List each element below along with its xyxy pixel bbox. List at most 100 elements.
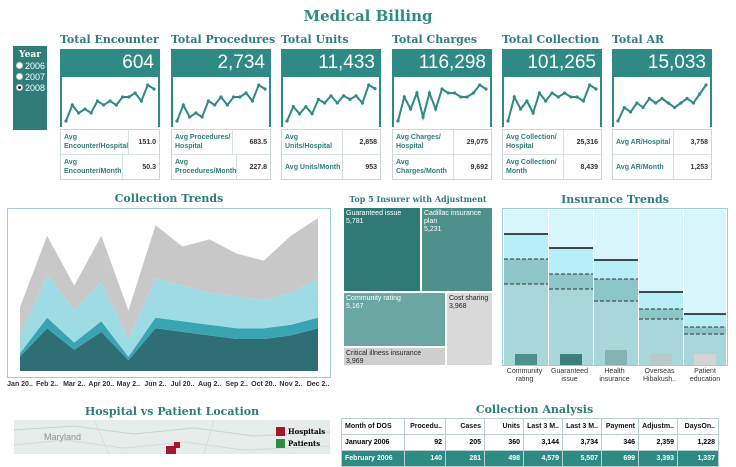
radio-icon[interactable] [16, 73, 23, 80]
treemap-cell-critical-illness[interactable]: Critical illness insurance 3,969 [343, 347, 446, 366]
column-header[interactable]: Cases [445, 418, 485, 435]
kpi-stat-value: 2,858 [342, 130, 380, 154]
kpi-stat-value: 3,758 [673, 130, 711, 154]
x-axis-tick-label: May 2.. [116, 381, 141, 388]
year-option-2008[interactable]: 2008 [16, 82, 47, 93]
ins-label-patient-education: Patient education [689, 368, 721, 383]
sparkline-point [139, 99, 143, 103]
area-series-3 [20, 218, 318, 339]
kpi-card[interactable]: 604 [60, 49, 160, 127]
table-cell: 3,393 [638, 450, 678, 467]
treemap-cell-guaranteed-issue[interactable]: Guaranteed issue 5,781 [343, 207, 421, 292]
sparkline-point [409, 107, 413, 111]
x-axis-tick-label: Jul 20.. [170, 381, 195, 388]
kpi-stat-value: 151.0 [128, 130, 159, 154]
radio-icon[interactable] [16, 62, 23, 69]
sparkline-point [704, 83, 708, 87]
sparkline-point [285, 119, 289, 123]
x-axis-tick-label: Dec 2.. [306, 381, 330, 388]
column-header[interactable]: DaysOn.. [677, 418, 719, 435]
sparkline-point [64, 119, 68, 123]
sparkline-point [506, 119, 510, 123]
column-header[interactable]: Units [484, 418, 524, 435]
x-axis-tick-label: Aug 2.. [197, 381, 222, 388]
ins-bar [605, 350, 627, 365]
sparkline-point [635, 101, 639, 105]
kpi-card[interactable]: 2,734 [171, 49, 271, 127]
sparkline-point [666, 101, 670, 105]
sparkline-point [396, 119, 400, 123]
kpi-label: Total Procedures [171, 33, 276, 46]
kpi-card[interactable]: 11,433 [281, 49, 381, 127]
column-header[interactable]: Procedu.. [404, 418, 446, 435]
kpi-value: 15,033 [647, 52, 706, 73]
kpi-stat-label: Avg Charges/Month [396, 159, 447, 175]
sparkline-point [556, 95, 560, 99]
table-cell: 5,507 [562, 450, 602, 467]
kpi-card[interactable]: 116,298 [392, 49, 492, 127]
collection-trends-chart[interactable] [7, 208, 331, 378]
collection-trends-svg [20, 218, 318, 371]
column-header[interactable]: Month of DOS [341, 418, 405, 435]
sparkline-point [440, 87, 444, 91]
table-header-row: Month of DOS Procedu.. Cases Units Last … [341, 418, 719, 435]
sparkline-point [127, 95, 131, 99]
x-axis-tick-label: Feb 2.. [35, 381, 59, 388]
table-cell: 1,337 [677, 450, 719, 467]
sparkline-point [70, 103, 74, 107]
sparkline-line [507, 83, 597, 122]
kpi-stat-row: Avg Procedures/ Hospital 683.5 [172, 130, 270, 155]
column-header[interactable]: Payment [601, 418, 639, 435]
column-header[interactable]: Adjustm.. [638, 418, 678, 435]
sparkline-point [679, 101, 683, 105]
table-cell: 92 [404, 434, 446, 451]
kpi-stat-value: 8,439 [563, 155, 601, 179]
kpi-sparkline [173, 77, 269, 127]
treemap-cell-cadillac[interactable]: Cadillac insurance plan 5,231 [421, 207, 493, 292]
radio-selected-icon[interactable] [16, 84, 23, 91]
map-legend: Hospitals Patients [276, 425, 325, 449]
sparkline-point [629, 110, 633, 114]
kpi-card[interactable]: 15,033 [612, 49, 712, 127]
kpi-card[interactable]: 101,265 [502, 49, 602, 127]
ins-label-community-rating: Community rating [506, 368, 543, 383]
map-region-label: Maryland [44, 432, 82, 442]
sparkline-point [434, 107, 438, 111]
sparkline-point [257, 83, 261, 87]
kpi-stat-label: Avg Procedures/ Hospital [175, 134, 231, 150]
table-cell: 1,228 [677, 434, 719, 451]
table-row[interactable]: February 2006 140 281 498 4,579 5,507 69… [341, 450, 719, 467]
top5-treemap[interactable]: Guaranteed issue 5,781 Cadillac insurance… [343, 207, 493, 366]
column-header[interactable]: Last 3 M.. [523, 418, 563, 435]
sparkline-point [329, 94, 333, 98]
kpi-stats-table: Avg Collection/ Hospital 25,316 Avg Collec… [502, 129, 602, 180]
table-row[interactable]: January 2006 92 205 360 3,144 3,734 346 … [341, 434, 719, 451]
year-filter-heading: Year [19, 50, 41, 60]
year-filter[interactable]: Year 2006 2007 2008 [13, 46, 47, 130]
kpi-stats-table: Avg Procedures/ Hospital 683.5 Avg Procedu… [171, 129, 271, 180]
sparkline-point [647, 96, 651, 101]
kpi-stat-value: 25,316 [563, 130, 601, 154]
collection-analysis-table[interactable]: Month of DOS Procedu.. Cases Units Last … [341, 418, 719, 467]
hospital-map-title: Hospital vs Patient Location [84, 405, 260, 418]
kpi-stat-value: 953 [342, 155, 380, 179]
x-axis-tick-label: Apr 20.. [88, 381, 115, 388]
sparkline-point [323, 101, 327, 105]
sparkline-point [622, 105, 626, 110]
kpi-sparkline [394, 77, 490, 127]
treemap-cell-cost-sharing[interactable]: Cost sharing 3,968 [446, 292, 493, 366]
sparkline-point [660, 96, 664, 101]
kpi-stat-label: Avg Encounter/Hospital [64, 134, 129, 150]
table-cell: 4,579 [523, 450, 563, 467]
column-header[interactable]: Last 3 M.. [562, 418, 602, 435]
table-cell: 3,144 [523, 434, 563, 451]
year-option-2007[interactable]: 2007 [16, 71, 47, 82]
hospital-patient-map[interactable]: Maryland Hospitals Patients [14, 420, 330, 454]
insurance-trends-chart[interactable] [502, 208, 728, 366]
year-option-2006[interactable]: 2006 [16, 60, 47, 71]
sparkline-point [367, 83, 371, 87]
sparkline-point [616, 119, 620, 123]
kpi-stat-row: Avg AR/Hospital 3,758 [613, 130, 711, 155]
treemap-cell-community-rating[interactable]: Community rating 5,167 [343, 292, 446, 347]
sparkline-point [544, 99, 548, 103]
